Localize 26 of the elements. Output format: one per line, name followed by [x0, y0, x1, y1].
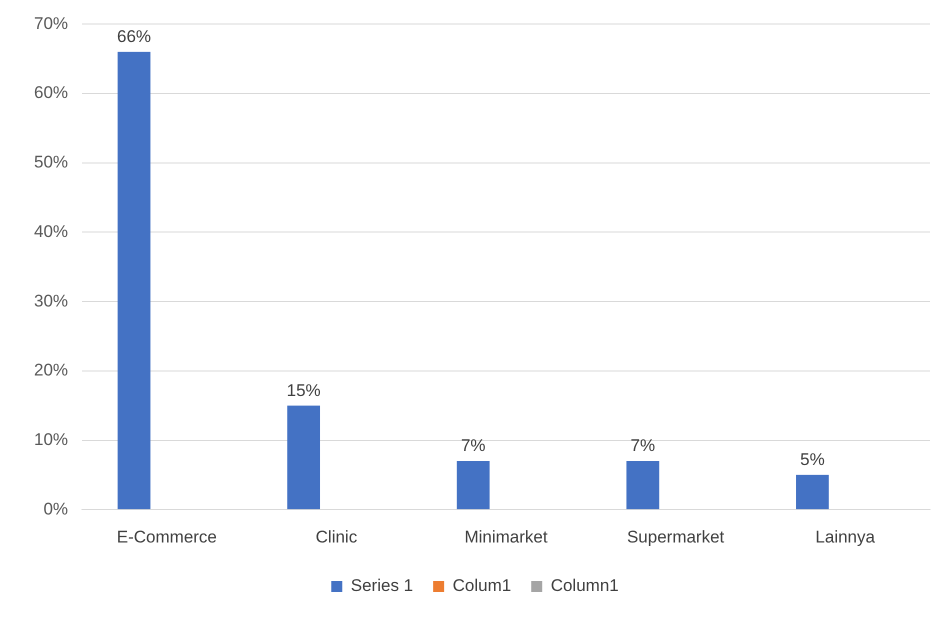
x-tick-label: E-Commerce	[116, 527, 217, 546]
bar	[456, 461, 490, 510]
legend-label: Series 1	[350, 576, 414, 596]
y-tick-label: 10%	[34, 430, 68, 449]
data-label: 66%	[117, 27, 152, 46]
legend-label: Column1	[550, 576, 619, 596]
y-tick-label: 70%	[34, 14, 68, 33]
data-label: 15%	[286, 380, 321, 400]
y-tick-label: 0%	[43, 499, 68, 518]
data-label: 7%	[460, 436, 486, 456]
x-tick-label: Minimarket	[464, 527, 548, 546]
data-label: 7%	[630, 436, 656, 456]
bar	[118, 52, 150, 510]
y-tick-label: 20%	[34, 360, 68, 380]
y-tick-label: 50%	[34, 152, 68, 172]
bar	[626, 461, 660, 510]
y-tick-label: 30%	[34, 291, 68, 310]
data-label: 5%	[800, 450, 825, 470]
legend-label: Colum1	[452, 576, 512, 596]
x-tick-label: Supermarket	[626, 527, 725, 546]
x-tick-label: Clinic	[316, 527, 358, 546]
y-tick-label: 60%	[34, 83, 68, 102]
bar	[287, 406, 320, 510]
bar	[796, 474, 829, 510]
y-tick-label: 40%	[34, 222, 68, 241]
x-tick-label: Lainnya	[815, 527, 876, 546]
